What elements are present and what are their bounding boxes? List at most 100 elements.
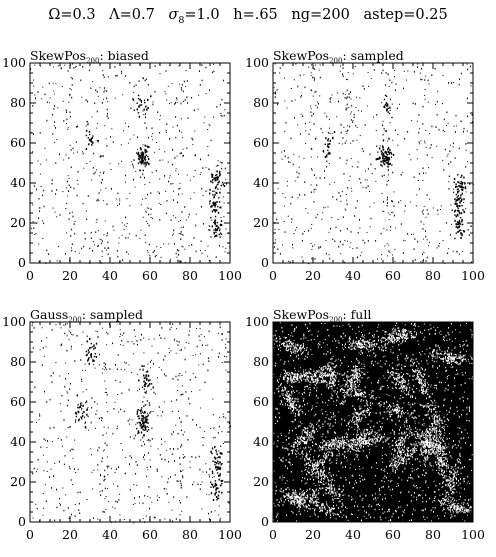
scatter-point [182,393,184,395]
scatter-point [397,403,399,405]
scatter-point [447,484,449,486]
scatter-point [417,240,419,243]
scatter-point [201,344,203,346]
x-tick-label: 60 [385,268,401,283]
scatter-point [295,398,297,400]
scatter-point [127,419,129,422]
scatter-point [196,328,197,330]
scatter-point [435,439,437,441]
scatter-point [32,105,34,107]
scatter-point [289,397,291,399]
scatter-point [149,497,151,499]
scatter-point [422,105,424,108]
scatter-point [320,458,322,460]
scatter-point [295,418,296,421]
scatter-point [185,70,187,72]
scatter-point [217,164,219,167]
scatter-point [380,232,382,235]
scatter-point [444,464,446,466]
scatter-point [175,170,177,172]
scatter-point [319,459,321,461]
scatter-point [48,102,50,104]
scatter-point [376,145,378,148]
scatter-point [319,508,321,510]
scatter-point [386,104,388,107]
scatter-point [139,502,141,504]
scatter-point [354,446,356,448]
scatter-point [454,214,456,216]
scatter-point [303,437,305,439]
scatter-point [459,253,460,255]
scatter-point [299,347,301,349]
scatter-point [216,499,218,501]
scatter-point [388,339,390,341]
scatter-point [210,139,212,142]
scatter-point [217,466,219,469]
scatter-point [437,424,439,426]
scatter-point [439,457,441,459]
scatter-point [450,489,452,492]
scatter-point [351,104,353,107]
scatter-point [403,332,405,334]
scatter-point [275,93,277,95]
scatter-point [359,443,361,445]
scatter-point [43,205,45,208]
scatter-point [126,198,128,200]
scatter-point [220,224,222,227]
scatter-point [144,382,146,384]
scatter-point [395,89,397,91]
scatter-point [464,499,466,501]
panel-title-sub: 200 [329,57,342,65]
scatter-point [447,357,448,359]
scatter-point [211,179,214,182]
scatter-point [383,155,385,157]
scatter-point [426,256,428,259]
scatter-point [44,390,45,393]
scatter-point [182,226,184,228]
scatter-point [172,183,174,185]
scatter-point [70,77,72,79]
scatter-point [344,94,346,96]
scatter-point [77,125,79,128]
scatter-point [340,385,342,387]
panel-title: Gauss200: sampled [30,307,143,324]
scatter-point [219,461,221,464]
scatter-point [302,412,304,414]
scatter-point [214,463,216,466]
scatter-point [163,373,165,376]
scatter-point [323,466,325,468]
scatter-point [310,108,312,110]
scatter-point [103,76,105,79]
scatter-point [319,95,321,97]
scatter-point [465,510,467,512]
scatter-point [384,439,386,441]
scatter-point [66,202,68,204]
scatter-point [281,158,283,160]
scatter-point [181,89,183,91]
scatter-point [53,108,55,110]
scatter-point [311,469,313,471]
scatter-point [382,336,384,339]
scatter-point [442,469,444,472]
scatter-point [125,226,127,228]
scatter-point [452,358,454,360]
y-tick-label: 0 [261,255,269,270]
scatter-point [461,502,463,504]
scatter-point [422,228,424,230]
scatter-point [391,116,393,119]
scatter-point [309,392,311,394]
scatter-point [297,176,299,178]
scatter-point [62,100,64,102]
title-sigma-sub: 8 [178,15,184,26]
scatter-point [292,335,294,337]
scatter-point [467,115,469,118]
scatter-point [115,500,117,503]
scatter-point [305,455,307,458]
scatter-point [157,111,159,113]
scatter-point [60,410,62,412]
scatter-point [41,364,43,366]
scatter-point [128,364,130,366]
scatter-point [169,448,171,450]
scatter-point [191,97,193,99]
scatter-point [147,414,149,417]
